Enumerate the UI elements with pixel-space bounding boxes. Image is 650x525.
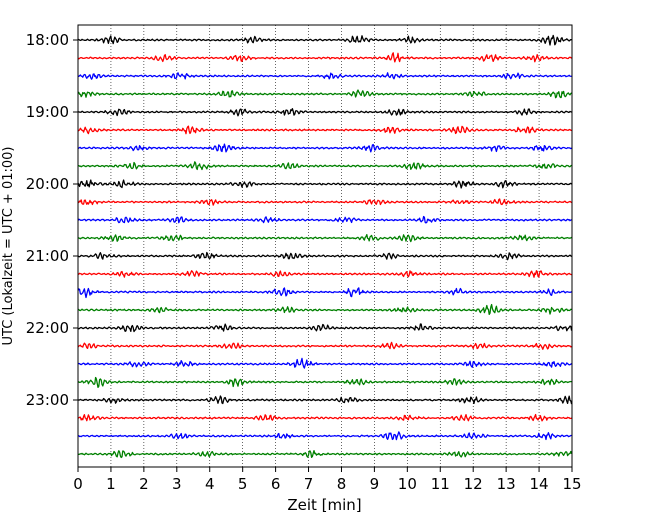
x-tick-label-2: 2 [139, 475, 149, 493]
trace-2045 [77, 234, 573, 243]
trace-2200 [77, 323, 573, 333]
x-tick-label-4: 4 [205, 475, 215, 493]
trace-2330 [77, 431, 572, 441]
trace-2345 [77, 450, 573, 459]
y-tick-label-3: 21:00 [26, 247, 69, 265]
x-tick-label-13: 13 [497, 475, 516, 493]
trace-2215 [77, 341, 572, 350]
y-axis-title: UTC (Lokalzeit = UTC + 01:00) [1, 147, 16, 346]
y-tick-label-4: 22:00 [26, 319, 69, 337]
y-tick-label-0: 18:00 [26, 31, 69, 49]
x-tick-label-15: 15 [562, 475, 581, 493]
x-tick-label-6: 6 [271, 475, 281, 493]
y-tick-label-5: 23:00 [26, 391, 69, 409]
x-tick-label-14: 14 [530, 475, 549, 493]
trace-2000 [77, 179, 573, 189]
trace-2130 [77, 287, 572, 299]
trace-1815 [77, 52, 573, 63]
trace-2015 [77, 198, 572, 206]
trace-1845 [77, 89, 573, 99]
trace-1800 [77, 34, 572, 46]
y-tick-label-2: 20:00 [26, 175, 69, 193]
y-tick-label-1: 19:00 [26, 103, 69, 121]
x-tick-label-3: 3 [172, 475, 182, 493]
trace-1830 [77, 72, 572, 80]
trace-1930 [77, 143, 572, 153]
x-tick-label-11: 11 [431, 475, 450, 493]
x-tick-label-10: 10 [398, 475, 417, 493]
trace-2230 [77, 357, 573, 369]
x-tick-label-1: 1 [106, 475, 116, 493]
x-axis-title: Zeit [min] [287, 496, 361, 514]
trace-1900 [77, 108, 572, 117]
x-tick-label-7: 7 [304, 475, 314, 493]
y-axis-ticks: 18:00 19:00 20:00 21:00 22:00 23:00 [26, 31, 78, 409]
x-axis-ticks: 0 1 2 3 4 5 6 7 8 9 10 11 12 13 14 15 [73, 467, 582, 493]
trace-2300 [77, 395, 573, 405]
trace-2115 [77, 270, 572, 278]
trace-2315 [77, 413, 572, 422]
trace-2100 [77, 251, 573, 261]
x-tick-label-9: 9 [370, 475, 380, 493]
trace-2245 [77, 376, 572, 389]
x-tick-label-12: 12 [464, 475, 483, 493]
x-tick-label-8: 8 [337, 475, 347, 493]
x-tick-label-5: 5 [238, 475, 248, 493]
trace-1945 [77, 161, 573, 171]
trace-group [77, 34, 573, 459]
x-tick-label-0: 0 [73, 475, 83, 493]
plot-frame [77, 24, 573, 468]
trace-1915 [77, 125, 572, 135]
trace-2030 [77, 215, 572, 224]
trace-2145 [77, 303, 572, 316]
